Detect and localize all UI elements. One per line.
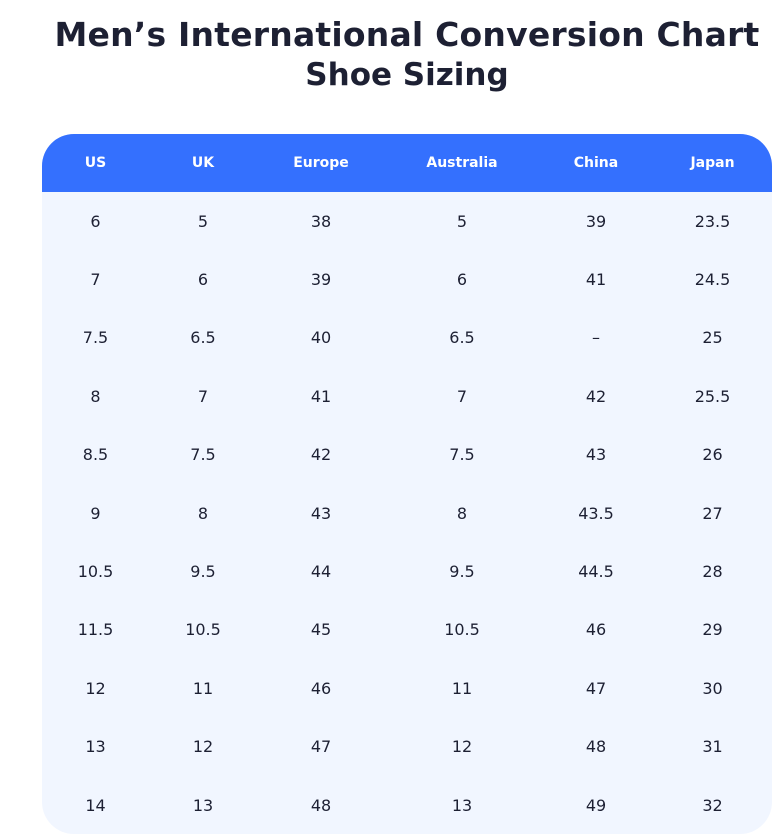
table-cell-japan: 28 xyxy=(702,562,723,582)
table-cell-japan: 25 xyxy=(702,328,723,348)
table-cell-europe: 44 xyxy=(310,562,332,582)
table-cell-japan: 26 xyxy=(702,445,723,465)
table-row: 13 12 47 12 48 31 xyxy=(42,718,772,776)
column-header-uk: UK xyxy=(191,155,215,171)
table-cell-uk: 11 xyxy=(192,678,214,698)
table-cell-europe: 43 xyxy=(310,503,332,523)
table-cell-china: 41 xyxy=(585,270,607,290)
table-cell-uk: 6.5 xyxy=(190,328,216,348)
table-row: 8.5 7.5 42 7.5 43 26 xyxy=(42,426,772,484)
table-cell-europe: 40 xyxy=(310,328,332,348)
page-title: Men’s International Conversion Chart xyxy=(54,15,760,54)
column-header-china: China xyxy=(573,155,619,171)
table-cell-china: 47 xyxy=(585,678,607,698)
table-row: 7.5 6.5 40 6.5 – 25 xyxy=(42,309,772,367)
table-cell-uk: 9.5 xyxy=(190,562,216,582)
table-cell-uk: 8 xyxy=(197,503,209,523)
table-cell-us: 8 xyxy=(90,386,101,406)
table-cell-us: 12 xyxy=(85,678,106,698)
table-cell-china: 39 xyxy=(585,211,607,231)
table-cell-us: 7 xyxy=(90,270,101,290)
table-cell-europe: 38 xyxy=(310,211,332,231)
table-cell-japan: 30 xyxy=(702,678,723,698)
table-cell-us: 10.5 xyxy=(77,562,114,582)
table-cell-australia: 8 xyxy=(456,503,468,523)
table-row: 11.5 10.5 45 10.5 46 29 xyxy=(42,601,772,659)
table-cell-us: 8.5 xyxy=(82,445,109,465)
table-cell-europe: 39 xyxy=(310,270,332,290)
table-cell-europe: 48 xyxy=(310,795,332,815)
table-cell-china: 43.5 xyxy=(578,503,614,523)
table-row: 6 5 38 5 39 23.5 xyxy=(42,192,772,250)
table-cell-japan: 24.5 xyxy=(694,270,731,290)
table-cell-china: – xyxy=(592,328,600,348)
table-cell-australia: 7 xyxy=(456,386,468,406)
table-cell-china: 44.5 xyxy=(578,562,614,582)
table-cell-australia: 7.5 xyxy=(449,445,475,465)
table-cell-japan: 29 xyxy=(702,620,723,640)
column-header-us: US xyxy=(84,155,107,171)
table-cell-japan: 27 xyxy=(702,503,723,523)
conversion-table: US UK Europe Australia China Japan 6 5 38 5 39 23.… xyxy=(42,134,772,834)
table-cell-us: 13 xyxy=(85,737,106,757)
table-cell-japan: 32 xyxy=(702,795,723,815)
table-cell-australia: 13 xyxy=(451,795,473,815)
table-header: US UK Europe Australia China Japan xyxy=(42,134,772,192)
table-cell-us: 11.5 xyxy=(77,620,114,640)
table-cell-us: 7.5 xyxy=(82,328,109,348)
column-header-japan: Japan xyxy=(690,155,735,171)
table-cell-europe: 46 xyxy=(310,678,332,698)
table-cell-australia: 11 xyxy=(451,678,473,698)
table-cell-us: 9 xyxy=(90,503,101,523)
table-cell-uk: 7 xyxy=(197,386,209,406)
table-cell-europe: 47 xyxy=(310,737,332,757)
table-cell-europe: 41 xyxy=(310,386,332,406)
table-cell-australia: 12 xyxy=(451,737,473,757)
table-row: 7 6 39 6 41 24.5 xyxy=(42,250,772,308)
table-cell-australia: 6.5 xyxy=(449,328,475,348)
table-body: 6 5 38 5 39 23.5 7 6 39 6 41 24.5 7.5 6.5 40 6.5 – 25 8 7 41… xyxy=(42,192,772,834)
table-cell-us: 6 xyxy=(90,211,101,231)
table-cell-china: 49 xyxy=(585,795,607,815)
table-row: 12 11 46 11 47 30 xyxy=(42,659,772,717)
table-row: 8 7 41 7 42 25.5 xyxy=(42,367,772,425)
table-cell-uk: 12 xyxy=(192,737,214,757)
table-cell-china: 42 xyxy=(585,386,607,406)
table-row: 10.5 9.5 44 9.5 44.5 28 xyxy=(42,542,772,600)
table-cell-china: 48 xyxy=(585,737,607,757)
table-cell-uk: 13 xyxy=(192,795,214,815)
table-cell-australia: 6 xyxy=(456,270,468,290)
table-header-row: US UK Europe Australia China Japan xyxy=(42,134,772,192)
conversion-table-container: US UK Europe Australia China Japan 6 5 38 5 39 23.… xyxy=(42,134,772,834)
table-cell-australia: 5 xyxy=(456,211,468,231)
table-cell-uk: 7.5 xyxy=(190,445,216,465)
table-cell-australia: 9.5 xyxy=(449,562,475,582)
table-row: 14 13 48 13 49 32 xyxy=(42,776,772,834)
table-cell-uk: 10.5 xyxy=(185,620,221,640)
table-cell-japan: 31 xyxy=(702,737,723,757)
table-cell-japan: 23.5 xyxy=(694,211,731,231)
table-cell-europe: 42 xyxy=(310,445,332,465)
table-cell-australia: 10.5 xyxy=(444,620,480,640)
table-row: 9 8 43 8 43.5 27 xyxy=(42,484,772,542)
column-header-europe: Europe xyxy=(293,155,349,171)
table-cell-us: 14 xyxy=(85,795,106,815)
table-cell-uk: 6 xyxy=(197,270,209,290)
column-header-australia: Australia xyxy=(426,155,498,171)
table-cell-china: 43 xyxy=(585,445,607,465)
table-cell-uk: 5 xyxy=(197,211,209,231)
table-cell-japan: 25.5 xyxy=(694,386,731,406)
table-cell-china: 46 xyxy=(585,620,607,640)
table-cell-europe: 45 xyxy=(310,620,332,640)
page-subtitle: Shoe Sizing xyxy=(305,57,509,93)
